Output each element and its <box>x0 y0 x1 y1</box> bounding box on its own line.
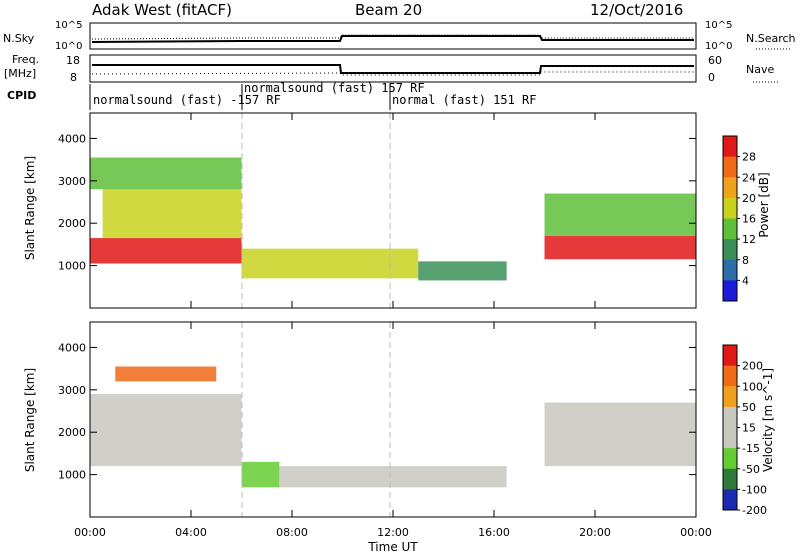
nave-tick-top: 60 <box>708 54 722 67</box>
power-band-0 <box>90 238 242 264</box>
velocity-colorbar-tick-label-5: -50 <box>742 463 760 476</box>
velocity-colorbar-tick-label-3: 15 <box>742 422 756 435</box>
power-colorbar-swatch-0 <box>723 136 737 158</box>
velocity-band-0 <box>90 394 242 467</box>
velocity-band-2 <box>241 461 280 488</box>
velocity-colorbar-swatch-5 <box>723 448 737 470</box>
power-colorbar: 4 8 12 16 20 24 28 <box>722 135 756 302</box>
power-ylabel: Slant Range [km] <box>23 156 37 260</box>
freq-tick-bottom: 8 <box>70 71 77 84</box>
velocity-panel: 1000 2000 3000 4000 Slant Range [km] <box>23 321 697 518</box>
x-tick-label-1: 04:00 <box>175 526 207 539</box>
power-ytick-label-2: 3000 <box>58 175 86 188</box>
power-axes: 1000 2000 3000 4000 <box>58 113 697 308</box>
nsky-label: N.Sky <box>3 32 35 45</box>
velocity-axes: 1000 2000 3000 4000 <box>58 322 697 517</box>
x-tick-label-5: 20:00 <box>579 526 611 539</box>
velocity-colorbar-swatch-7 <box>723 489 737 511</box>
cpid-mode-1: normalsound (fast) -157 RF <box>93 93 281 107</box>
x-axis-label: Time UT <box>367 540 418 554</box>
power-colorbar-tick-label-3: 16 <box>742 213 756 226</box>
power-band-4 <box>418 261 507 281</box>
power-band-2 <box>90 157 242 190</box>
velocity-colorbar-swatch-6 <box>723 468 737 490</box>
power-colorbar-tick-label-5: 24 <box>742 171 756 184</box>
beam-title: Beam 20 <box>355 1 422 19</box>
nsky-tick-top: 10^5 <box>55 20 82 31</box>
nsearch-label: N.Search <box>746 32 796 45</box>
cpid-mode-3: normal (fast) 151 RF <box>392 93 537 107</box>
velocity-band-1 <box>115 366 217 382</box>
power-colorbar-tick-label-6: 28 <box>742 151 756 164</box>
power-colorbar-swatch-3 <box>723 197 737 219</box>
power-colorbar-swatch-5 <box>723 239 737 261</box>
velocity-colorbar-tick-label-6: -100 <box>742 483 767 496</box>
power-colorbar-swatch-6 <box>723 259 737 281</box>
velocity-colorbar-label: Velocity [m s^-1] <box>761 368 775 472</box>
x-axis: 00:00 04:00 08:00 12:00 16:00 20:00 00:00 <box>74 526 712 539</box>
freq-panel <box>89 54 697 83</box>
nsearch-trace <box>91 34 694 40</box>
x-tick-label-2: 08:00 <box>276 526 308 539</box>
freq-tick-top: 18 <box>66 54 80 67</box>
cpid-label: CPID <box>7 89 36 102</box>
power-ytick-label-1: 2000 <box>58 217 86 230</box>
velocity-ylabel: Slant Range [km] <box>23 368 37 472</box>
power-colorbar-swatch-4 <box>723 218 737 240</box>
power-colorbar-tick-label-4: 20 <box>742 192 756 205</box>
power-colorbar-swatch-1 <box>723 156 737 178</box>
power-ytick-label-3: 4000 <box>58 132 86 145</box>
freq-unit: [MHz] <box>4 67 36 80</box>
velocity-ytick-label-1: 2000 <box>58 426 86 439</box>
velocity-bands <box>90 366 696 488</box>
x-tick-label-3: 12:00 <box>377 526 409 539</box>
velocity-colorbar-tick-label-2: 50 <box>742 401 756 414</box>
nave-tick-bottom: 0 <box>708 71 715 84</box>
nsky-panel <box>89 22 697 50</box>
velocity-colorbar-tick-label-0: 200 <box>742 360 763 373</box>
power-colorbar-swatch-7 <box>723 280 737 302</box>
velocity-ytick-label-0: 1000 <box>58 469 86 482</box>
velocity-colorbar-swatch-4 <box>723 427 737 449</box>
x-tick-label-0: 00:00 <box>74 526 106 539</box>
station-title: Adak West (fitACF) <box>92 1 232 19</box>
velocity-ytick-label-2: 3000 <box>58 384 86 397</box>
velocity-colorbar-swatch-0 <box>723 345 737 367</box>
date-title: 12/Oct/2016 <box>590 1 683 19</box>
velocity-ytick-label-3: 4000 <box>58 341 86 354</box>
velocity-colorbar-tick-label-7: -200 <box>742 504 767 517</box>
velocity-band-3 <box>279 466 507 488</box>
velocity-colorbar-tick-label-4: -15 <box>742 442 760 455</box>
power-bands <box>90 157 696 281</box>
power-colorbar-label: Power [dB] <box>757 172 771 237</box>
velocity-colorbar-swatch-2 <box>723 386 737 408</box>
nsky-tick-bottom: 10^0 <box>55 41 82 52</box>
cpid-mode-2: normalsound (fast) 157 RF <box>244 81 425 95</box>
power-colorbar-tick-label-1: 8 <box>742 254 749 267</box>
velocity-colorbar-tick-label-1: 100 <box>742 380 763 393</box>
freq-trace <box>92 64 694 74</box>
nsearch-tick-bottom: 10^0 <box>705 41 732 52</box>
velocity-colorbar: 200 100 50 15 -15 -50 -100 -200 <box>722 344 767 517</box>
velocity-colorbar-swatch-3 <box>723 406 737 428</box>
power-band-6 <box>544 193 696 236</box>
power-panel: 1000 2000 3000 4000 Slant Range [km] <box>23 112 697 309</box>
power-band-1 <box>102 189 242 239</box>
power-colorbar-tick-label-0: 4 <box>742 274 749 287</box>
power-colorbar-tick-label-2: 12 <box>742 233 756 246</box>
nsky-trace <box>91 35 694 43</box>
nave-label: Nave <box>746 63 774 76</box>
velocity-colorbar-swatch-1 <box>723 365 737 387</box>
freq-label: Freq. <box>12 53 39 66</box>
x-tick-label-6: 00:00 <box>680 526 712 539</box>
x-tick-label-4: 16:00 <box>478 526 510 539</box>
velocity-band-4 <box>544 402 696 467</box>
power-ytick-label-0: 1000 <box>58 260 86 273</box>
nsearch-tick-top: 10^5 <box>705 20 732 31</box>
power-band-5 <box>544 235 696 260</box>
power-band-3 <box>241 248 419 279</box>
power-colorbar-swatch-2 <box>723 177 737 199</box>
